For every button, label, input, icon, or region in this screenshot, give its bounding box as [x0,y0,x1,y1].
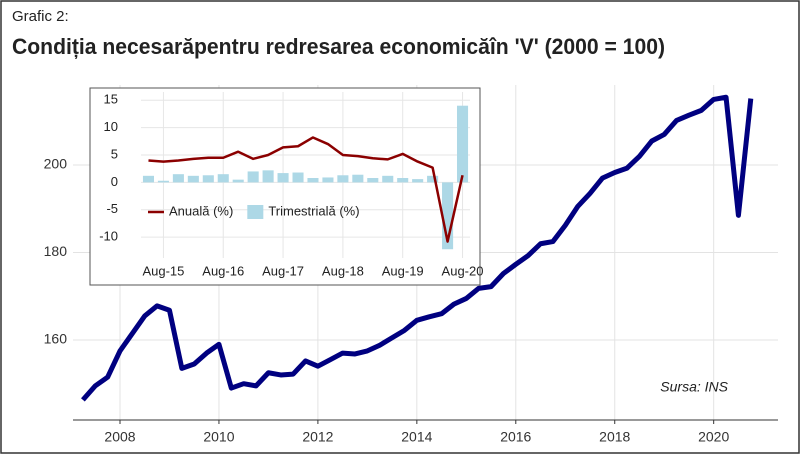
bar [202,175,214,183]
data-line [81,94,754,402]
legend-label: Trimestrială (%) [268,203,359,218]
bar [187,175,199,183]
x-tick-label: 2020 [698,429,729,445]
y-tick-label: 200 [44,156,68,172]
x-tick-label: Aug-17 [262,263,304,278]
x-tick-label: 2010 [203,429,234,445]
source-note: Sursa: INS [660,379,728,395]
y-tick-label: 10 [104,119,118,134]
bar [456,105,469,183]
bar [142,175,155,183]
y-tick-label: 160 [44,331,68,347]
y-tick-label: 180 [44,243,68,259]
x-tick-label: Aug-18 [322,263,364,278]
bar [292,172,304,183]
bar [277,173,289,183]
y-tick-label: 15 [104,92,118,107]
x-tick-label: 2016 [500,429,531,445]
bar [217,174,229,183]
y-tick-label: -10 [99,229,118,244]
bar [232,179,244,183]
x-tick-label: Aug-15 [142,263,184,278]
bar [307,178,319,183]
bar [382,175,394,183]
x-tick-label: 2012 [302,429,333,445]
bar [337,175,349,183]
y-tick-label: 0 [111,174,118,189]
x-tick-label: Aug-19 [382,263,424,278]
y-tick-label: -5 [106,201,118,216]
chart-title: Condiția necesarăpentru redresarea econo… [12,34,665,59]
x-tick-label: 2008 [104,429,135,445]
bar [322,177,334,183]
x-tick-label: Aug-20 [442,263,484,278]
bar [157,180,169,183]
y-tick-label: 5 [111,146,118,161]
inset-background [89,87,481,286]
data-line [148,136,464,243]
bar [397,178,409,183]
bar [412,179,424,183]
bar [262,170,274,183]
bar [367,178,379,183]
legend-label: Anuală (%) [169,203,233,218]
bar [352,174,364,183]
x-tick-label: 2018 [599,429,630,445]
bar [442,182,454,250]
inset-plot: -10 -5 0 5 10 15 Aug-15 Aug-16 Aug-17 Aug-18 Aug-1… [89,87,484,286]
supertitle: Grafic 2: [12,8,69,25]
x-tick-label: 2014 [401,429,432,445]
bar [172,174,184,183]
legend-swatch [247,205,264,219]
x-tick-label: Aug-16 [202,263,244,278]
bar [427,175,439,183]
bar [247,171,259,183]
